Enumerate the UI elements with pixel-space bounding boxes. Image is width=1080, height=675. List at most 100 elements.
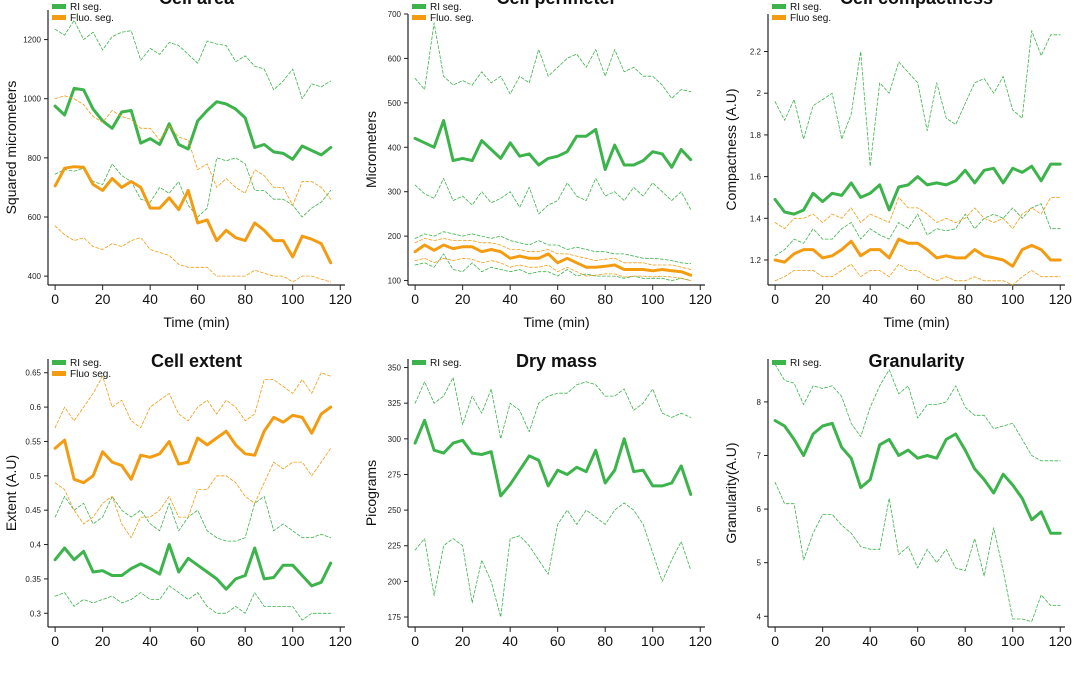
series-line-3 <box>53 165 333 265</box>
band-line-2 <box>774 481 1061 623</box>
band-line-5 <box>414 253 692 282</box>
y-axis-label: Micrometers <box>363 111 379 188</box>
band-line-6 <box>414 237 692 270</box>
x-tick-label: 80 <box>957 633 973 649</box>
y-axis-label: Granularity(A.U) <box>723 442 739 543</box>
y-axis-label: Compactness (A.U) <box>723 88 739 210</box>
x-tick-label: 60 <box>910 633 926 649</box>
x-tick-label: 100 <box>641 633 665 649</box>
y-tick-label: 1200 <box>23 36 41 45</box>
x-tick-label: 120 <box>1049 291 1073 307</box>
x-tick-label: 40 <box>142 291 158 307</box>
x-tick-label: 100 <box>1001 291 1025 307</box>
band-line-1 <box>54 19 332 100</box>
y-tick-label: 300 <box>388 188 402 197</box>
band-line-4 <box>774 196 1061 230</box>
x-tick-label: 120 <box>689 291 713 307</box>
band-line-5 <box>54 447 332 539</box>
x-tick-label: 20 <box>815 633 831 649</box>
y-tick-label: 0.45 <box>25 506 41 515</box>
x-axis-label: Time (min) <box>163 314 229 330</box>
chart-panel-2: 0 20 40 60 80 100 120 1.2 1.4 1.6 1.8 2 2.2 Cell comp… <box>723 0 1073 330</box>
x-tick-label: 80 <box>957 291 973 307</box>
band-line-2 <box>414 502 692 618</box>
y-tick-label: 700 <box>388 10 402 19</box>
y-tick-label: 600 <box>28 213 42 222</box>
legend-label: RI seg. <box>790 2 822 13</box>
y-tick-label: 600 <box>388 54 402 63</box>
y-tick-label: 0.3 <box>30 609 42 618</box>
y-tick-label: 1.2 <box>750 256 762 265</box>
x-tick-label: 60 <box>190 291 206 307</box>
y-axis-label: Picograms <box>363 460 379 526</box>
legend-label: RI seg. <box>790 358 822 369</box>
x-tick-label: 100 <box>281 291 305 307</box>
y-tick-label: 1.8 <box>750 131 762 140</box>
legend-swatch <box>412 15 426 20</box>
y-tick-label: 1.4 <box>750 214 762 223</box>
band-line-7 <box>414 257 692 282</box>
legend-swatch <box>52 371 66 376</box>
x-tick-label: 100 <box>281 633 305 649</box>
legend-label: Fluo. seg. <box>430 13 474 24</box>
y-tick-label: 0.6 <box>30 403 42 412</box>
y-tick-label: 500 <box>388 99 402 108</box>
legend-swatch <box>52 360 66 365</box>
x-tick-label: 80 <box>237 291 253 307</box>
y-tick-label: 6 <box>757 505 762 514</box>
series-line-3 <box>53 405 333 485</box>
x-tick-label: 0 <box>411 291 419 307</box>
band-line-2 <box>774 203 1061 257</box>
chart-panel-3: 0 20 40 60 80 100 120 0.3 0.35 0.4 0.45 0.5 0.55 0.6 0… <box>3 351 352 649</box>
series-line-0 <box>413 119 693 171</box>
y-tick-label: 2 <box>757 89 762 98</box>
x-tick-label: 80 <box>237 633 253 649</box>
legend-label: RI seg. <box>430 2 462 13</box>
x-axis-label: Time (min) <box>883 314 949 330</box>
x-tick-label: 0 <box>411 633 419 649</box>
series-line-0 <box>413 418 693 498</box>
chart-panel-4: 0 20 40 60 80 100 120 175 200 225 250 275 300 325 350 D… <box>363 351 712 649</box>
x-tick-label: 60 <box>550 291 566 307</box>
y-tick-label: 350 <box>388 364 402 373</box>
y-tick-label: 200 <box>388 577 402 586</box>
x-tick-label: 0 <box>51 633 59 649</box>
series-line-0 <box>773 419 1062 535</box>
x-tick-label: 80 <box>597 291 613 307</box>
x-tick-label: 100 <box>1001 633 1025 649</box>
chart-panel-0: 0 20 40 60 80 100 120 400 600 800 1000 1200 Cell are… <box>3 0 352 330</box>
x-tick-label: 40 <box>142 633 158 649</box>
y-tick-label: 5 <box>757 559 762 568</box>
legend-swatch <box>412 4 426 9</box>
y-tick-label: 200 <box>388 232 402 241</box>
x-tick-label: 20 <box>455 291 471 307</box>
y-tick-label: 250 <box>388 506 402 515</box>
legend-label: RI seg. <box>70 2 102 13</box>
x-tick-label: 0 <box>771 633 779 649</box>
legend-swatch <box>772 15 786 20</box>
chart-title: Dry mass <box>516 351 597 371</box>
band-line-5 <box>774 263 1061 286</box>
x-tick-label: 20 <box>95 633 111 649</box>
y-tick-label: 0.65 <box>25 369 41 378</box>
x-tick-label: 0 <box>51 291 59 307</box>
band-line-1 <box>54 495 332 542</box>
y-tick-label: 7 <box>757 451 762 460</box>
legend-swatch <box>412 360 426 365</box>
x-tick-label: 40 <box>502 291 518 307</box>
chart-panel-1: 0 20 40 60 80 100 120 100 200 300 400 500 600 700 Cell… <box>363 0 713 330</box>
chart-title: Granularity <box>868 351 964 371</box>
y-tick-label: 0.55 <box>25 437 41 446</box>
y-tick-label: 8 <box>757 398 762 407</box>
band-line-2 <box>414 177 692 215</box>
y-tick-label: 400 <box>388 143 402 152</box>
y-tick-label: 2.2 <box>750 48 762 57</box>
x-tick-label: 20 <box>95 291 111 307</box>
x-tick-label: 60 <box>550 633 566 649</box>
y-tick-label: 1000 <box>23 95 41 104</box>
y-tick-label: 800 <box>28 154 42 163</box>
series-line-0 <box>53 86 333 161</box>
legend-label: Fluo seg. <box>70 369 111 380</box>
legend-swatch <box>772 360 786 365</box>
